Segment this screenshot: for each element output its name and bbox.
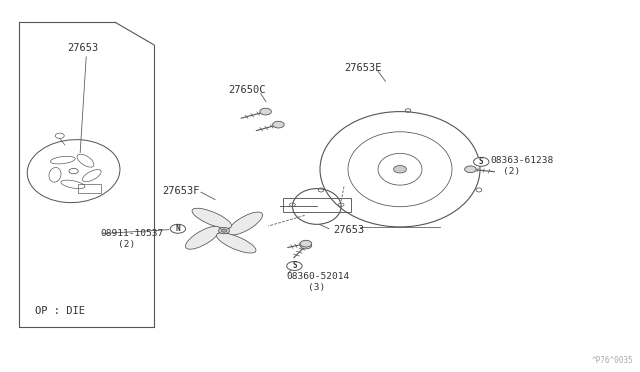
Text: ^P76^0035: ^P76^0035 [592,356,634,365]
Text: 08363-61238: 08363-61238 [490,156,554,165]
Circle shape [260,108,271,115]
Ellipse shape [186,226,220,249]
Ellipse shape [192,208,232,228]
Text: S: S [479,157,484,166]
Circle shape [394,166,406,173]
Circle shape [218,227,230,234]
Circle shape [287,262,302,270]
Text: N: N [175,224,180,233]
Text: 27653: 27653 [68,44,99,53]
Circle shape [300,242,312,249]
Text: 08360-52014: 08360-52014 [286,272,349,280]
Circle shape [170,224,186,233]
Text: S: S [292,262,297,270]
Text: 08911-10537: 08911-10537 [100,229,164,238]
Circle shape [300,240,312,247]
Text: (2): (2) [503,167,520,176]
Text: 27650C: 27650C [228,86,266,95]
Circle shape [474,157,489,166]
Text: (2): (2) [118,240,136,249]
Text: OP : DIE: OP : DIE [35,306,85,315]
Circle shape [273,121,284,128]
Circle shape [465,166,476,173]
Text: 27653: 27653 [333,225,364,235]
Ellipse shape [216,233,256,253]
Text: 27653E: 27653E [344,63,382,73]
Ellipse shape [228,212,262,235]
Circle shape [221,229,227,232]
Text: 27653F: 27653F [162,186,200,196]
Text: (3): (3) [308,283,326,292]
